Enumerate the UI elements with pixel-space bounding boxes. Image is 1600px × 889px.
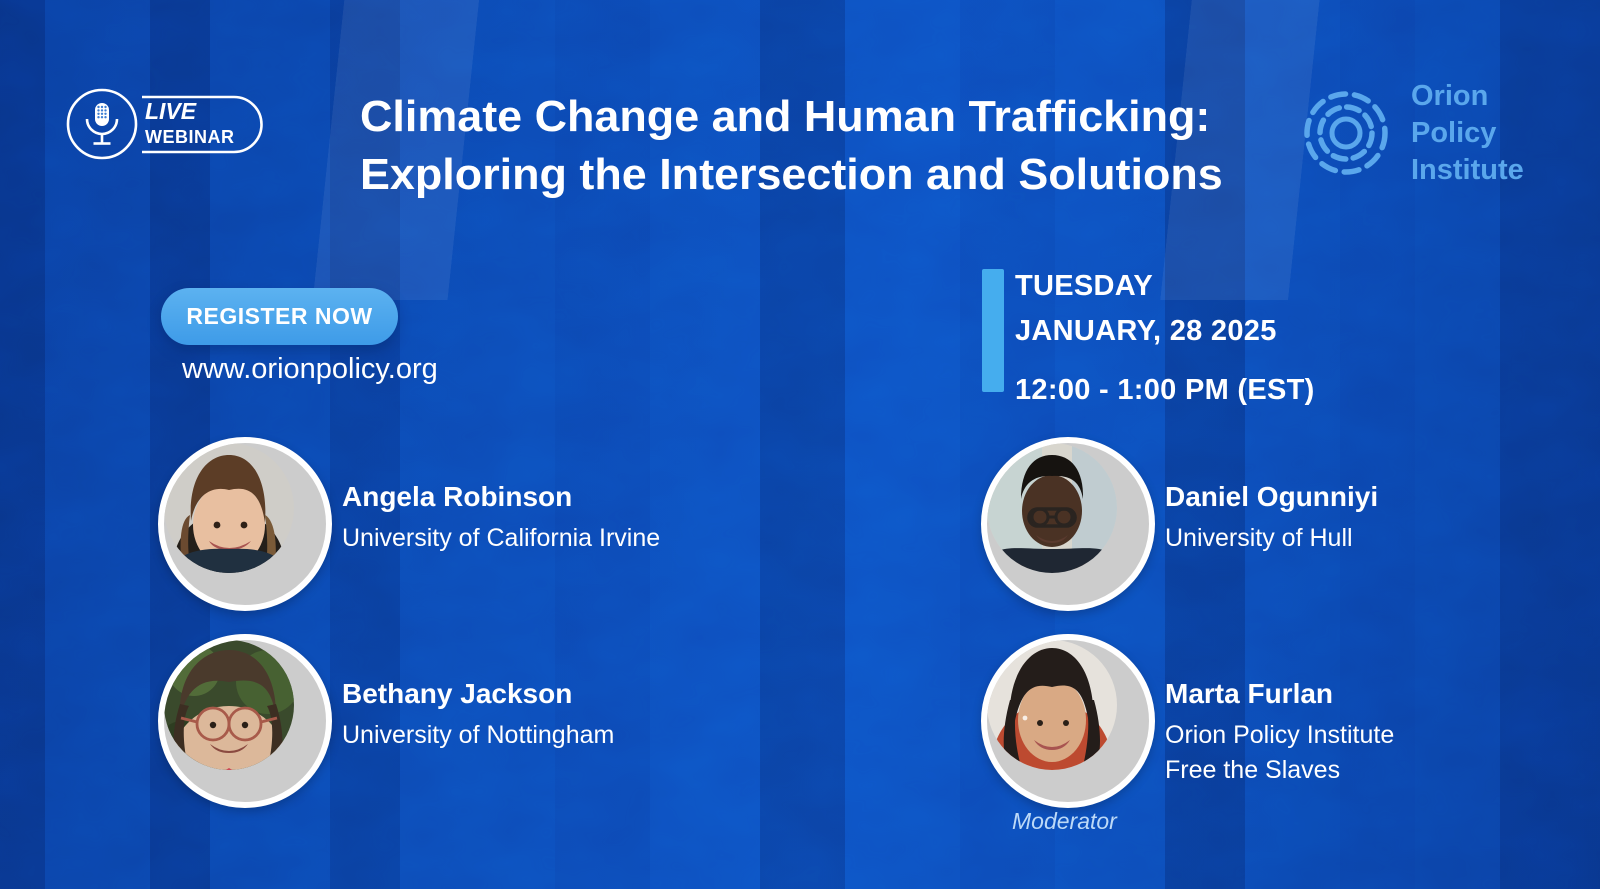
svg-text:LIVE: LIVE bbox=[145, 98, 197, 124]
svg-text:WEBINAR: WEBINAR bbox=[145, 127, 235, 147]
